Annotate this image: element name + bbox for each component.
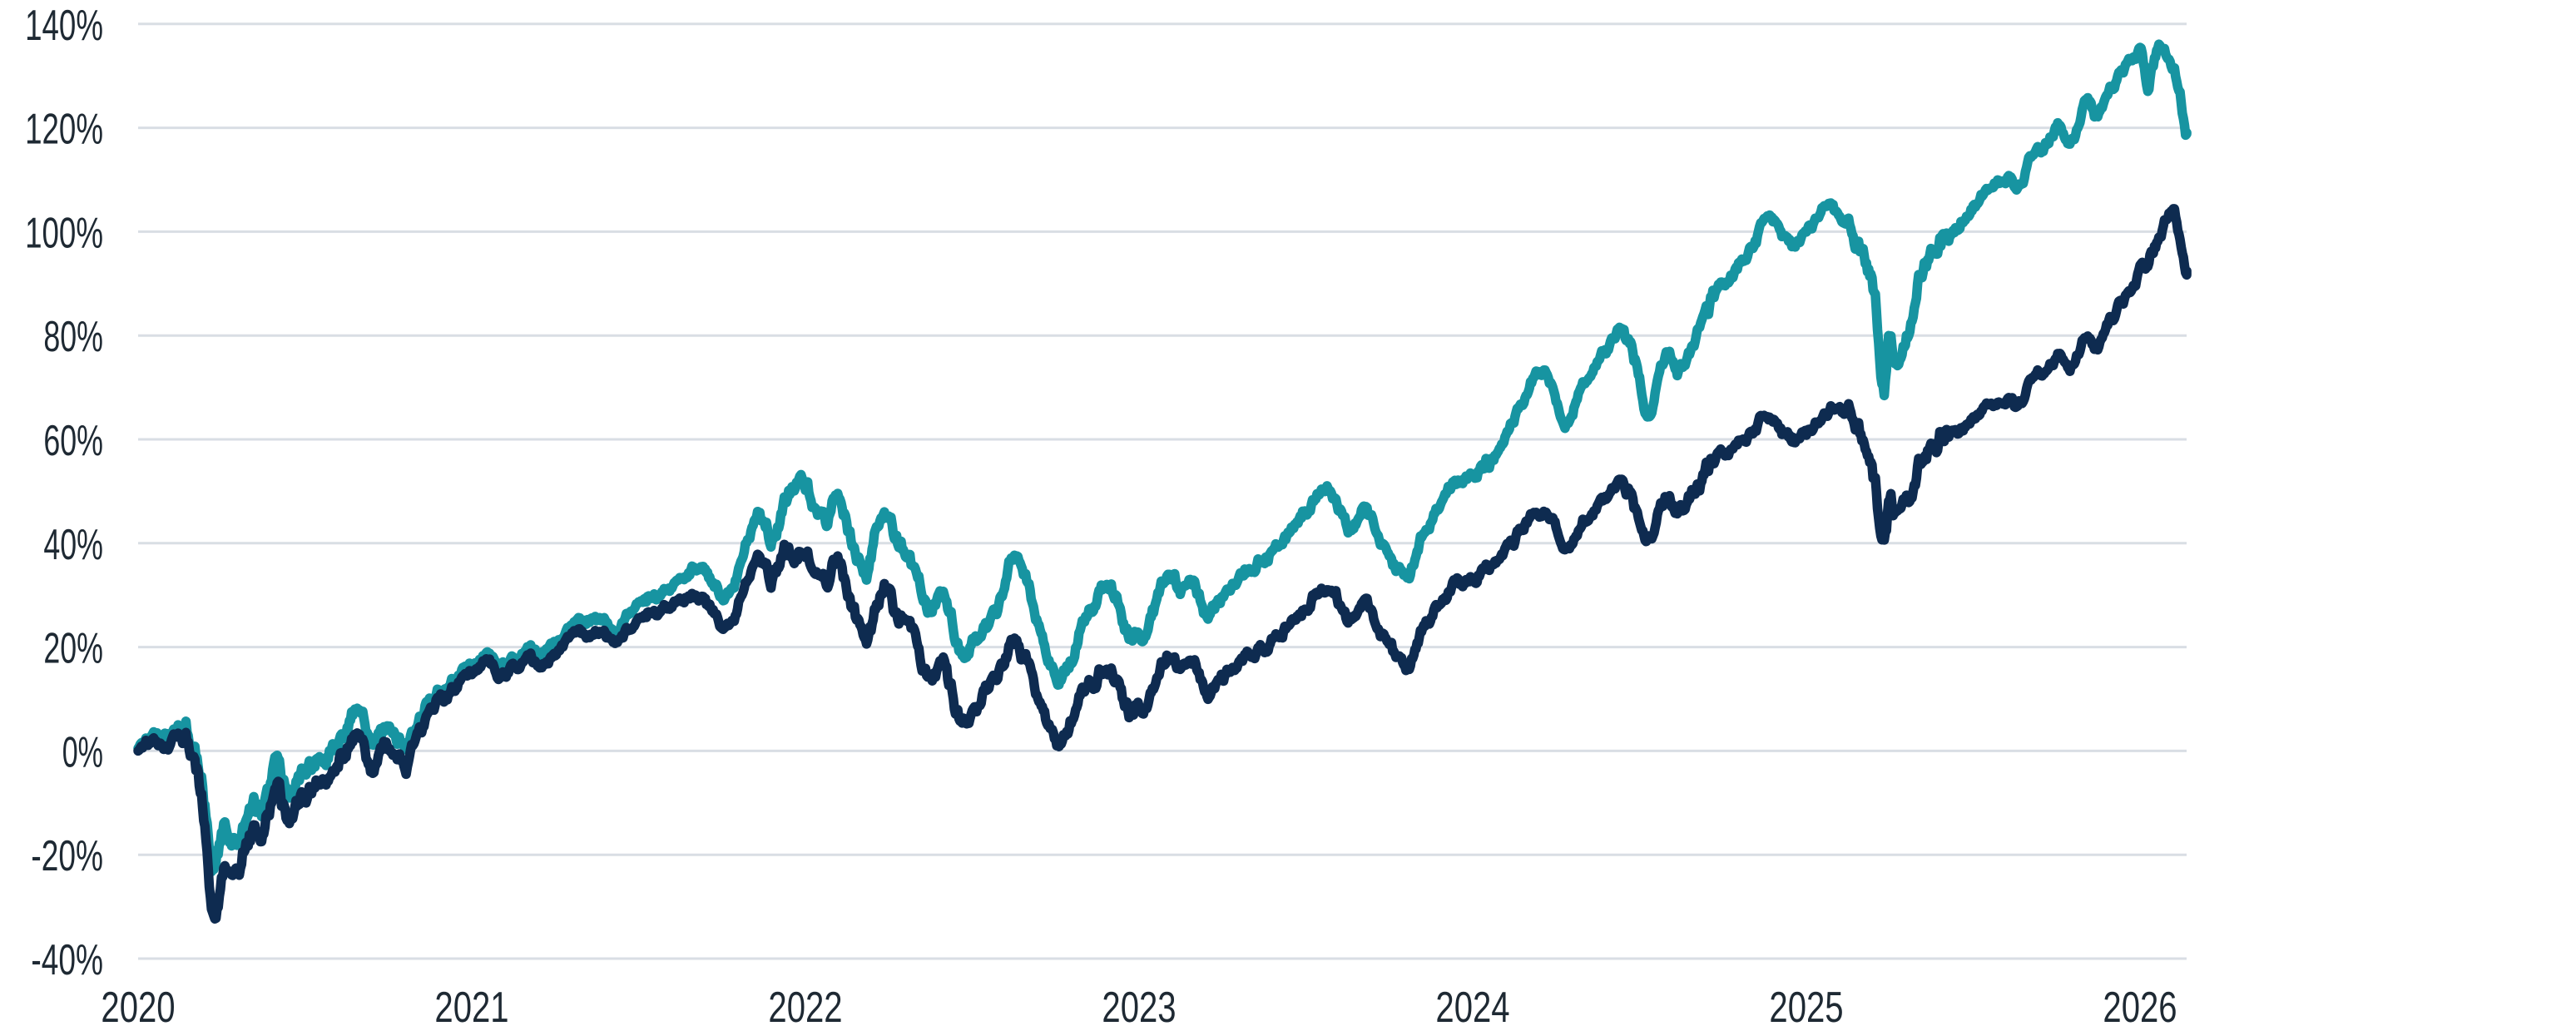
y-axis-tick-label: 0% — [62, 728, 103, 776]
x-axis-tick-label: 2026 — [2103, 984, 2177, 1032]
y-axis-tick-label: -20% — [31, 832, 103, 880]
x-axis-tick-label: 2023 — [1102, 984, 1176, 1032]
y-axis-labels: 140% 120% 100% 80% 60% 40% 20% 0% -20% -40% — [25, 2, 103, 984]
y-axis-tick-label: 20% — [43, 625, 103, 673]
y-axis-tick-label: -40% — [31, 936, 103, 984]
series-line-navy — [133, 204, 2192, 924]
x-axis-tick-label: 2021 — [434, 984, 508, 1032]
series-line-teal — [133, 39, 2192, 877]
gridlines — [138, 22, 2187, 960]
x-axis-tick-label: 2020 — [101, 984, 175, 1032]
y-axis-tick-label: 40% — [43, 521, 103, 569]
y-axis-tick-label: 80% — [43, 313, 103, 361]
x-axis-tick-label: 2024 — [1435, 984, 1509, 1032]
x-axis-tick-label: 2025 — [1769, 984, 1843, 1032]
y-axis-tick-label: 140% — [25, 2, 103, 50]
y-axis-tick-label: 100% — [25, 209, 103, 257]
x-axis-tick-label: 2022 — [768, 984, 842, 1032]
y-axis-tick-label: 60% — [43, 417, 103, 465]
y-axis-tick-label: 120% — [25, 106, 103, 154]
x-axis-labels: 2020 2021 2022 2023 2024 2025 2026 — [101, 984, 2177, 1032]
